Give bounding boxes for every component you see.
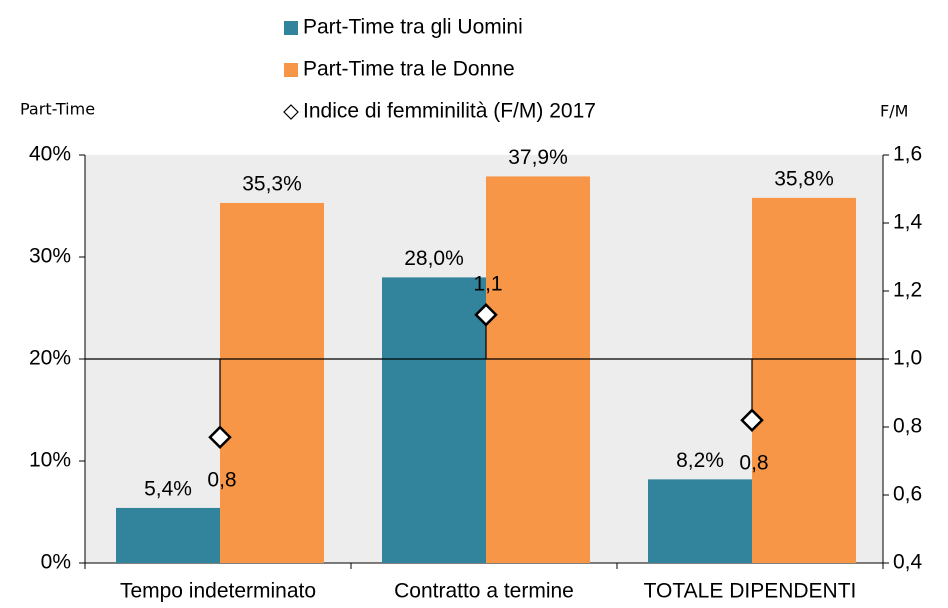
data-label: 37,9% — [508, 146, 568, 169]
bar — [220, 202, 324, 563]
marker — [474, 303, 498, 327]
marker — [740, 408, 764, 432]
legend-label: Part-Time tra le Donne — [303, 58, 515, 81]
y2-tick-label: 0,8 — [893, 415, 922, 438]
data-label: 28,0% — [404, 247, 464, 270]
marker — [208, 425, 232, 449]
bar — [486, 176, 590, 564]
data-label: 1,1 — [473, 272, 502, 295]
bar — [648, 479, 752, 563]
y2-tick-label: 1,4 — [893, 211, 923, 234]
y2-tick-label: 1,0 — [893, 347, 922, 370]
x-tick-label: Contratto a termine — [394, 580, 574, 603]
data-label: 8,2% — [676, 449, 724, 472]
bar — [752, 197, 856, 563]
y2-axis-label: F/M — [880, 102, 908, 121]
x-tick-label: TOTALE DIPENDENTI — [644, 580, 857, 603]
data-label: 35,8% — [774, 167, 834, 190]
data-label: 0,8 — [207, 469, 236, 492]
data-label: 35,3% — [242, 172, 302, 195]
y-tick-label: 0% — [41, 551, 71, 574]
x-tick-label: Tempo indeterminato — [120, 580, 316, 603]
legend-swatch — [284, 63, 298, 77]
y2-tick-label: 0,6 — [893, 483, 922, 506]
legend-swatch — [284, 21, 298, 35]
y-tick-label: 10% — [29, 449, 71, 472]
y-tick-label: 20% — [29, 347, 71, 370]
y-axis-label: Part-Time — [20, 100, 95, 119]
y2-tick-label: 0,4 — [893, 551, 923, 574]
legend-marker — [283, 104, 299, 120]
bar — [382, 277, 486, 563]
legend-label: Part-Time tra gli Uomini — [303, 16, 523, 39]
data-label: 5,4% — [144, 477, 192, 500]
bar — [116, 507, 220, 563]
y2-tick-label: 1,2 — [893, 279, 922, 302]
y2-tick-label: 1,6 — [893, 143, 922, 166]
legend-label: Indice di femminilità (F/M) 2017 — [303, 100, 596, 123]
y-tick-label: 30% — [29, 245, 71, 268]
y-tick-label: 40% — [29, 143, 71, 166]
data-label: 0,8 — [739, 452, 768, 475]
